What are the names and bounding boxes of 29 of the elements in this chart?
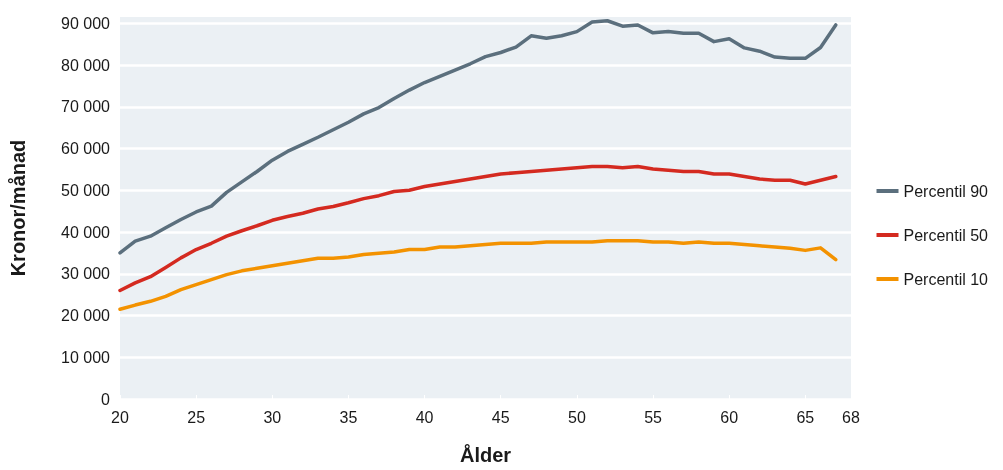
x-tick-label: 35 [339,408,358,426]
x-tick-label: 30 [263,408,282,426]
x-tick-label: 20 [111,408,129,426]
y-tick-label: 40 000 [61,223,111,241]
y-tick-label: 50 000 [61,181,111,199]
y-tick-label: 80 000 [61,56,111,74]
line-series [118,164,838,293]
legend-label: Percentil 90 [903,182,989,200]
line-series [118,239,838,311]
x-tick-label: 68 [842,408,860,426]
x-axis-title: Ålder [459,443,512,466]
legend-label: Percentil 10 [903,270,989,288]
x-tick-label: 65 [796,408,815,426]
line-series [118,19,838,255]
x-tick-label: 55 [644,408,663,426]
x-tick-label: 60 [720,408,739,426]
y-tick-label: 70 000 [61,98,111,116]
y-tick-label: 20 000 [61,307,111,324]
y-tick-label: 60 000 [61,140,111,158]
legend-label: Percentil 50 [903,226,989,244]
y-axis-title: Kronor/månad [7,139,29,277]
x-tick-label: 40 [415,408,434,426]
y-tick-label: 0 [101,390,111,408]
x-tick-label: 50 [567,408,586,426]
x-tick-label: 25 [187,408,206,426]
y-tick-label: 90 000 [61,14,111,32]
x-tick-label: 45 [491,408,510,426]
y-tick-label: 10 000 [61,348,111,366]
y-tick-label: 30 000 [61,265,111,283]
